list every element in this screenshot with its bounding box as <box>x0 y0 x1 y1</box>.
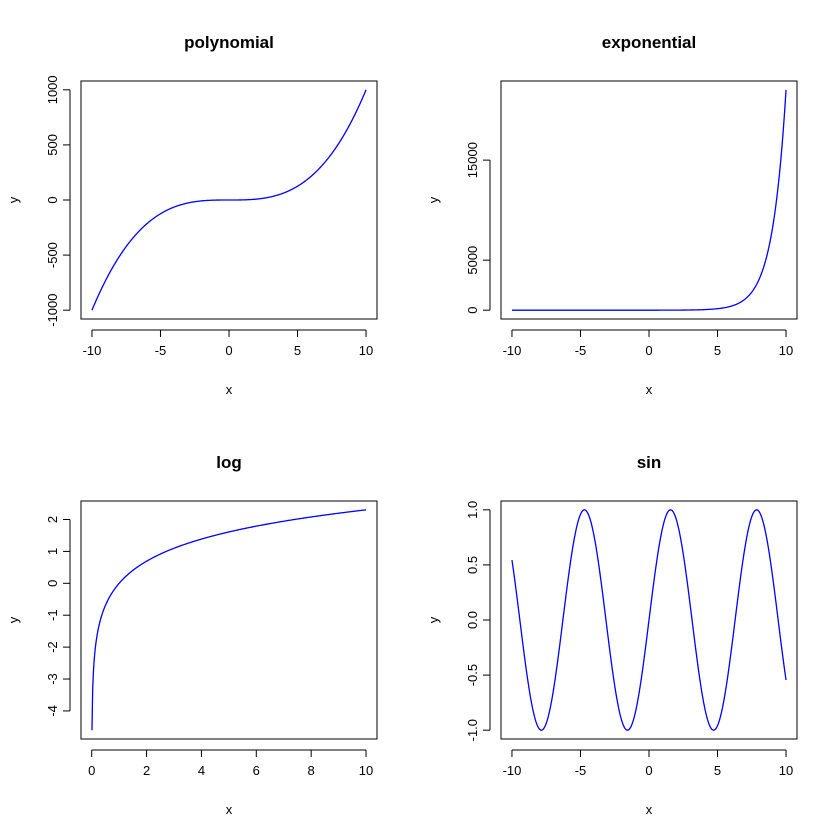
panel1-y-tick-label: 0 <box>45 196 60 203</box>
panel4-x-tick-label: -10 <box>503 763 522 778</box>
panel4-title: sin <box>637 453 662 472</box>
panel3-y-tick-label: -1 <box>45 609 60 621</box>
panel3-x-tick-label: 10 <box>359 763 373 778</box>
panel2-x-axis-label: x <box>646 382 653 397</box>
panel4-x-tick-label: 5 <box>714 763 721 778</box>
panel3-x-tick-label: 0 <box>88 763 95 778</box>
panel3-y-tick-label: 2 <box>45 516 60 523</box>
panel1-y-tick-label: -1000 <box>45 294 60 327</box>
panel3-y-tick-label: -4 <box>45 705 60 717</box>
panel1-x-tick-label: -10 <box>83 343 102 358</box>
panel1-x-tick-label: 10 <box>359 343 373 358</box>
panel4-x-tick-label: 10 <box>779 763 793 778</box>
panel3-y-tick-label: 1 <box>45 548 60 555</box>
panel3-y-tick-label: -3 <box>45 673 60 685</box>
panel4-y-tick-label: -1.0 <box>465 719 480 741</box>
panel1-x-tick-label: 0 <box>225 343 232 358</box>
panel1-x-axis-label: x <box>226 382 233 397</box>
panel4-x-axis-label: x <box>646 802 653 817</box>
panel3-y-tick-label: -2 <box>45 641 60 653</box>
panel4-y-tick-label: 0.5 <box>465 556 480 574</box>
panel2-title: exponential <box>602 33 696 52</box>
panel2-x-tick-label: -10 <box>503 343 522 358</box>
panel1-x-tick-label: -5 <box>155 343 167 358</box>
panel3-y-axis-label: y <box>6 616 21 623</box>
panel4-x-tick-label: 0 <box>645 763 652 778</box>
panel2-x-tick-label: 10 <box>779 343 793 358</box>
panel4-series-line <box>511 509 787 731</box>
panel2-x-tick-label: 0 <box>645 343 652 358</box>
panel3-series-line <box>91 509 367 731</box>
panel3-x-tick-label: 8 <box>308 763 315 778</box>
panel4-y-tick-label: 0.0 <box>465 611 480 629</box>
panel1-y-tick-label: -500 <box>45 242 60 268</box>
panel3-x-axis-label: x <box>226 802 233 817</box>
panel3-x-tick-label: 2 <box>143 763 150 778</box>
panel1-plot-frame <box>80 80 378 320</box>
panel1-y-tick-label: 500 <box>45 134 60 156</box>
panel2-y-axis-label: y <box>426 196 441 203</box>
panel2-plot-frame <box>500 80 798 320</box>
panel3-title: log <box>216 453 242 472</box>
panel4-y-tick-label: 1.0 <box>465 501 480 519</box>
panel3-y-tick-label: 0 <box>45 580 60 587</box>
panel3-x-tick-label: 6 <box>253 763 260 778</box>
panel2-y-tick-label: 15000 <box>465 142 480 178</box>
panel4-x-tick-label: -5 <box>575 763 587 778</box>
panel1-y-axis-label: y <box>6 196 21 203</box>
panel2-y-tick-label: 5000 <box>465 246 480 275</box>
panel1-y-tick-label: 1000 <box>45 75 60 104</box>
panel4-y-axis-label: y <box>426 616 441 623</box>
panel3-plot-frame <box>80 500 378 740</box>
panel4-y-tick-label: -0.5 <box>465 664 480 686</box>
panel2-series-line <box>511 89 787 311</box>
panel1-series-line <box>91 89 367 311</box>
panel1-x-tick-label: 5 <box>294 343 301 358</box>
panel3-x-tick-label: 4 <box>198 763 205 778</box>
panel4-plot-frame <box>500 500 798 740</box>
panel2-x-tick-label: 5 <box>714 343 721 358</box>
panel2-x-tick-label: -5 <box>575 343 587 358</box>
panel2-y-tick-label: 0 <box>465 307 480 314</box>
panel1-title: polynomial <box>184 33 274 52</box>
